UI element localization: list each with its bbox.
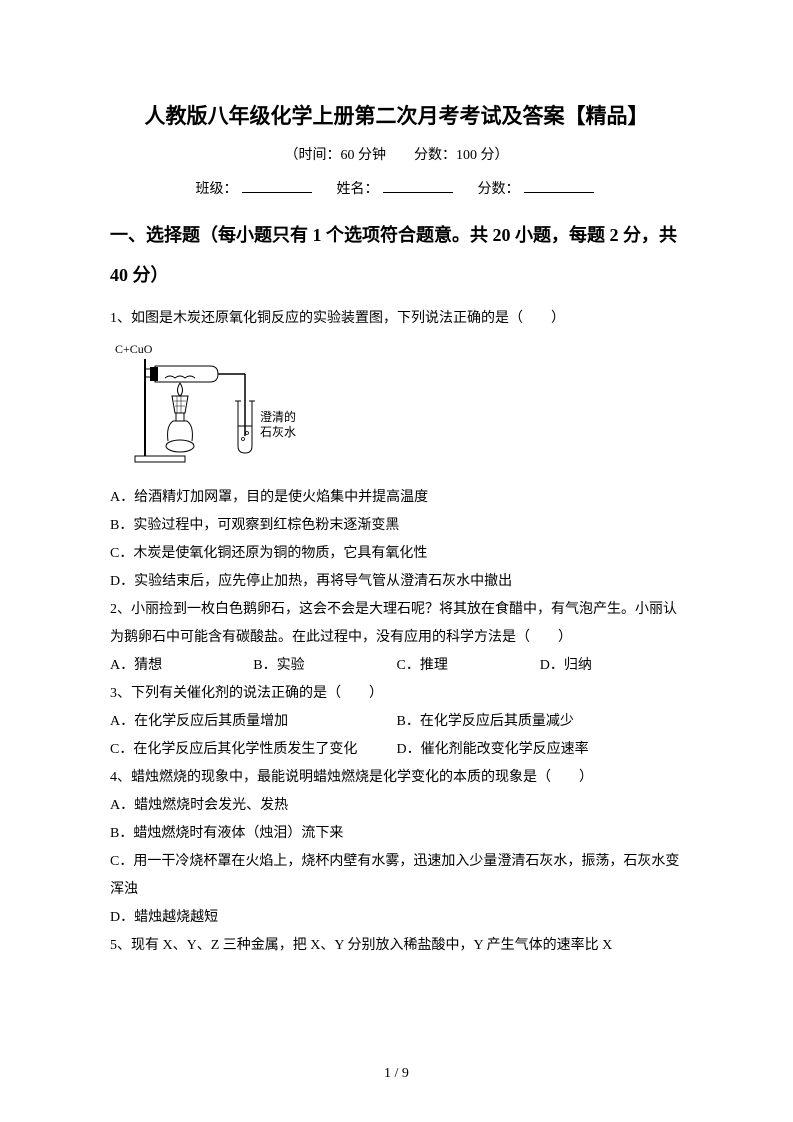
q3-optsCD: C．在化学反应后其化学性质发生了变化 D．催化剂能改变化学反应速率 <box>110 736 683 764</box>
q1-diagram: C+CuO 澄清的 石灰水 <box>110 341 340 471</box>
q3-optA: A．在化学反应后其质量增加 <box>110 708 397 736</box>
page-number: 1 / 9 <box>0 1066 793 1082</box>
class-blank[interactable] <box>242 192 312 193</box>
score-label: 分数： <box>478 182 520 197</box>
q5-stem: 5、现有 X、Y、Z 三种金属，把 X、Y 分别放入稀盐酸中，Y 产生气体的速率… <box>110 932 683 960</box>
q1-optA: A．给酒精灯加网罩，目的是使火焰集中并提高温度 <box>110 484 683 512</box>
q1-stem: 1、如图是木炭还原氧化铜反应的实验装置图，下列说法正确的是（ ） <box>110 305 683 333</box>
q4-optC: C．用一干冷烧杯罩在火焰上，烧杯内壁有水雾，迅速加入少量澄清石灰水，振荡，石灰水… <box>110 848 683 904</box>
score-blank[interactable] <box>524 192 594 193</box>
q2-optA: A．猜想 <box>110 652 253 680</box>
diagram-label-limewater2: 石灰水 <box>260 425 296 439</box>
student-info-line: 班级： 姓名： 分数： <box>110 178 683 198</box>
q1-optD: D．实验结束后，应先停止加热，再将导气管从澄清石灰水中撤出 <box>110 568 683 596</box>
q3-stem: 3、下列有关催化剂的说法正确的是（ ） <box>110 680 683 708</box>
q4-optB: B．蜡烛燃烧时有液体（烛泪）流下来 <box>110 820 683 848</box>
q2-optC: C．推理 <box>397 652 540 680</box>
q1-optB: B．实验过程中，可观察到红棕色粉末逐渐变黑 <box>110 512 683 540</box>
q4-optA: A．蜡烛燃烧时会发光、发热 <box>110 792 683 820</box>
class-label: 班级： <box>196 182 238 197</box>
q3-optB: B．在化学反应后其质量减少 <box>397 708 684 736</box>
exam-title: 人教版八年级化学上册第二次月考考试及答案【精品】 <box>110 100 683 130</box>
q2-options: A．猜想 B．实验 C．推理 D．归纳 <box>110 652 683 680</box>
q4-stem: 4、蜡烛燃烧的现象中，最能说明蜡烛燃烧是化学变化的本质的现象是（ ） <box>110 764 683 792</box>
section-1-header: 一、选择题（每小题只有 1 个选项符合题意。共 20 小题，每题 2 分，共 4… <box>110 216 683 295</box>
diagram-label-ccuo: C+CuO <box>115 342 153 356</box>
q4-optD: D．蜡烛越烧越短 <box>110 904 683 932</box>
name-label: 姓名： <box>337 182 379 197</box>
q2-stem: 2、小丽捡到一枚白色鹅卵石，这会不会是大理石呢？将其放在食醋中，有气泡产生。小丽… <box>110 596 683 652</box>
exam-subtitle: （时间：60 分钟 分数：100 分） <box>110 144 683 164</box>
q3-optsAB: A．在化学反应后其质量增加 B．在化学反应后其质量减少 <box>110 708 683 736</box>
name-blank[interactable] <box>383 192 453 193</box>
diagram-label-limewater1: 澄清的 <box>260 409 296 424</box>
q3-optD: D．催化剂能改变化学反应速率 <box>397 736 684 764</box>
q2-optB: B．实验 <box>253 652 396 680</box>
q2-optD: D．归纳 <box>540 652 683 680</box>
q1-optC: C．木炭是使氧化铜还原为铜的物质，它具有氧化性 <box>110 540 683 568</box>
q3-optC: C．在化学反应后其化学性质发生了变化 <box>110 736 397 764</box>
